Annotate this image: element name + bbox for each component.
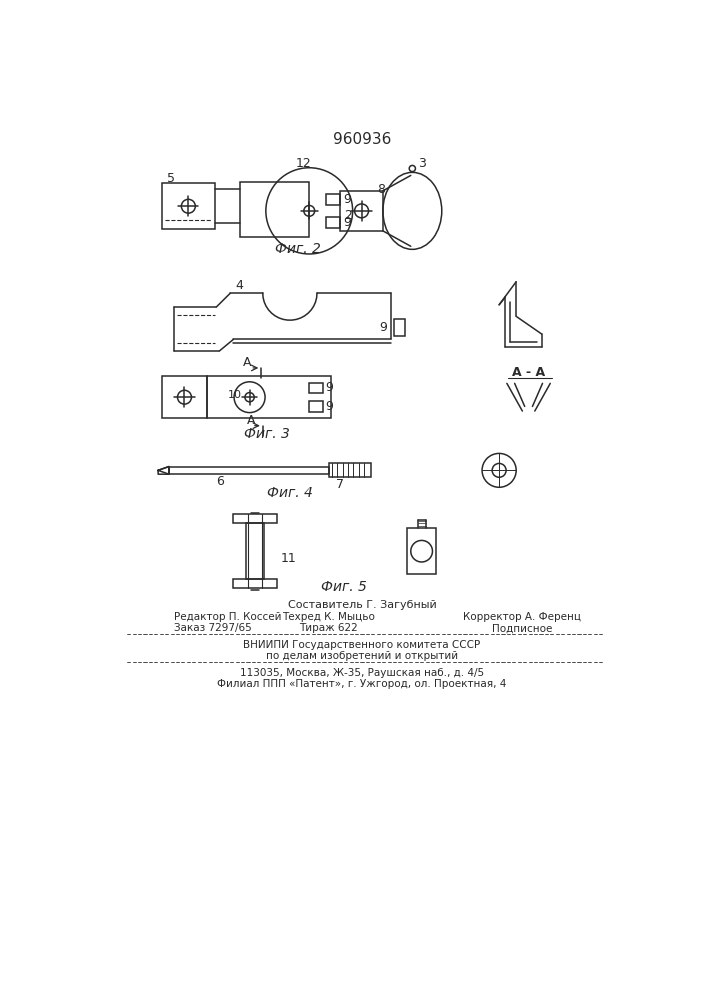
Text: 6: 6 <box>216 475 224 488</box>
Text: 9: 9 <box>325 400 334 413</box>
Bar <box>162 183 215 229</box>
Text: А: А <box>243 356 252 369</box>
Text: 9: 9 <box>344 216 351 229</box>
Text: 960936: 960936 <box>333 132 391 147</box>
Bar <box>240 182 309 237</box>
Text: 4: 4 <box>235 279 243 292</box>
Text: ВНИИПИ Государственного комитета СССР: ВНИИПИ Государственного комитета СССР <box>243 640 481 650</box>
Bar <box>162 376 207 418</box>
Bar <box>394 319 404 336</box>
Bar <box>233 514 276 523</box>
Text: Подписное: Подписное <box>492 623 553 633</box>
Text: Фиг. 2: Фиг. 2 <box>275 242 320 256</box>
Bar <box>329 463 371 477</box>
Text: А - А: А - А <box>512 366 545 379</box>
Bar <box>233 579 276 588</box>
Text: по делам изобретений и открытий: по делам изобретений и открытий <box>266 651 458 661</box>
Bar <box>407 528 436 574</box>
Bar <box>309 383 323 393</box>
Text: Фиг. 5: Фиг. 5 <box>321 580 367 594</box>
Text: 2: 2 <box>344 209 352 222</box>
Text: 7: 7 <box>337 478 344 491</box>
Bar <box>327 194 340 205</box>
Text: 9: 9 <box>325 381 334 394</box>
Text: 5: 5 <box>168 172 175 185</box>
Text: Заказ 7297/65: Заказ 7297/65 <box>174 623 252 633</box>
Text: 3: 3 <box>418 157 426 170</box>
Bar <box>207 376 331 418</box>
Text: 8: 8 <box>378 183 385 196</box>
Text: Составитель Г. Загубный: Составитель Г. Загубный <box>288 600 436 610</box>
Text: Филиал ППП «Патент», г. Ужгород, ол. Проектная, 4: Филиал ППП «Патент», г. Ужгород, ол. Про… <box>217 679 507 689</box>
Text: Редактор П. Коссей: Редактор П. Коссей <box>174 612 281 622</box>
Text: Фиг. 3: Фиг. 3 <box>244 427 290 441</box>
Text: Корректор А. Ференц: Корректор А. Ференц <box>463 612 581 622</box>
Text: 9: 9 <box>380 321 387 334</box>
Text: 10: 10 <box>228 390 242 400</box>
Text: А: А <box>247 414 255 427</box>
Text: Фиг. 4: Фиг. 4 <box>267 486 312 500</box>
Bar <box>340 191 383 231</box>
Bar <box>246 523 264 579</box>
Text: Техред К. Мыцьо: Техред К. Мыцьо <box>282 612 375 622</box>
Text: 12: 12 <box>296 157 311 170</box>
Bar <box>327 217 340 228</box>
Text: 9: 9 <box>344 193 351 206</box>
Text: Тираж 622: Тираж 622 <box>299 623 358 633</box>
Text: 11: 11 <box>281 552 296 565</box>
Text: 113035, Москва, Ж-35, Раушская наб., д. 4/5: 113035, Москва, Ж-35, Раушская наб., д. … <box>240 668 484 678</box>
Bar <box>309 401 323 412</box>
Bar <box>169 466 329 474</box>
